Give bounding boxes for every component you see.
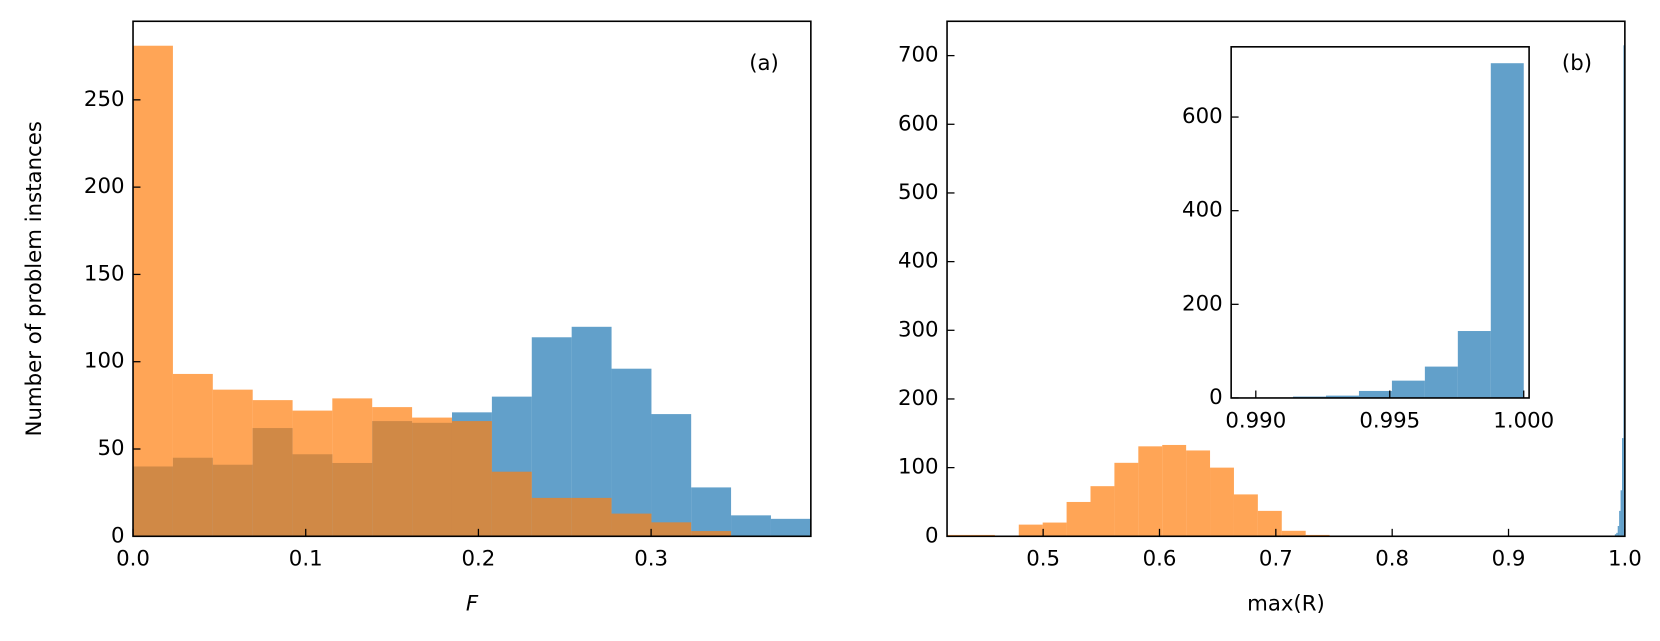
x-axis-label: max(R) [1247, 591, 1325, 616]
y-tick-label: 300 [898, 317, 939, 342]
plot-area [1293, 63, 1524, 398]
histogram-bar [651, 522, 692, 537]
panel-label: (a) [749, 51, 779, 76]
y-tick-label: 700 [898, 43, 939, 68]
y-tick-label: 250 [84, 87, 125, 112]
histogram-bar [1490, 63, 1524, 398]
y-tick-label: 200 [1182, 291, 1223, 316]
x-tick-label: 1.0 [1608, 547, 1642, 572]
histogram-bar [651, 414, 692, 537]
histogram-bar [1281, 530, 1306, 537]
y-tick-label: 150 [84, 261, 125, 286]
histogram-bar [372, 407, 413, 537]
panel-label: (b) [1562, 51, 1592, 76]
axes-frame [132, 20, 812, 538]
histogram-bar [1620, 490, 1623, 537]
histogram-bar [1233, 494, 1258, 537]
x-tick-label: 0.7 [1259, 547, 1293, 572]
histogram-bar [1617, 525, 1620, 537]
histogram-bar [1114, 462, 1139, 537]
y-tick-label: 100 [84, 349, 125, 374]
histogram-bar [412, 417, 452, 537]
y-tick-label: 200 [898, 386, 939, 411]
histogram-bar [1042, 522, 1067, 537]
x-tick-label: 0.2 [462, 547, 496, 572]
y-tick-label: 200 [84, 174, 125, 199]
histogram-bar [611, 368, 652, 537]
histogram-bar [172, 373, 213, 537]
histogram-bar [1424, 366, 1458, 398]
histogram-bar [1619, 510, 1621, 537]
plot-area [133, 45, 811, 537]
histogram-bar [212, 389, 253, 537]
histogram-bar [292, 410, 333, 537]
histogram-bar [1138, 446, 1163, 537]
y-tick-label: 600 [898, 111, 939, 136]
x-tick-label: 0.6 [1143, 547, 1177, 572]
y-tick-label: 500 [898, 180, 939, 205]
x-tick-label: 0.990 [1225, 408, 1286, 433]
histogram-bar [1186, 450, 1211, 537]
axes-frame [946, 20, 1626, 538]
x-tick-label: 1.000 [1493, 408, 1554, 433]
histogram-bar [1614, 534, 1617, 537]
histogram-bar [1210, 467, 1234, 537]
histogram-bar [1457, 331, 1491, 398]
histogram-bar [1391, 380, 1425, 398]
histogram-bar [491, 471, 532, 537]
y-tick-label: 0 [1209, 385, 1223, 410]
x-tick-label: 0.995 [1359, 408, 1420, 433]
x-tick-label: 0.1 [289, 547, 323, 572]
histogram-bar [571, 497, 612, 537]
histogram-bar [1358, 390, 1392, 398]
histogram-bar [1090, 486, 1115, 537]
y-tick-label: 0 [925, 523, 939, 548]
histogram-bar [1162, 444, 1187, 537]
histogram-bar [1622, 438, 1624, 537]
histogram-bar [691, 531, 732, 537]
x-tick-label: 0.8 [1375, 547, 1409, 572]
y-tick-label: 400 [898, 249, 939, 274]
histogram-bar [770, 518, 811, 537]
y-tick-label: 400 [1182, 198, 1223, 223]
y-tick-label: 0 [111, 523, 125, 548]
histogram-bar [531, 497, 572, 537]
x-tick-label: 0.9 [1492, 547, 1526, 572]
y-axis-label: Number of problem instances [22, 121, 47, 436]
histogram-bar [731, 515, 771, 537]
x-axis-label: F [466, 591, 479, 616]
histogram-bar [1616, 532, 1618, 537]
y-tick-label: 50 [97, 436, 124, 461]
histogram-bar [1018, 524, 1043, 537]
histogram-bar [1066, 501, 1091, 537]
histogram-bar [451, 421, 492, 537]
histogram-bar [252, 400, 293, 537]
histogram-bar [1326, 395, 1359, 398]
x-tick-label: 0.3 [634, 547, 668, 572]
y-tick-label: 100 [898, 455, 939, 480]
x-tick-label: 0.0 [116, 547, 150, 572]
histogram-bar [133, 45, 173, 537]
axes-frame [1230, 46, 1530, 399]
histogram-bar [691, 487, 732, 537]
y-tick-label: 600 [1182, 104, 1223, 129]
histogram-bar [1257, 510, 1282, 537]
x-tick-label: 0.5 [1026, 547, 1060, 572]
histogram-bar [611, 513, 652, 537]
histogram-bar [332, 398, 373, 537]
